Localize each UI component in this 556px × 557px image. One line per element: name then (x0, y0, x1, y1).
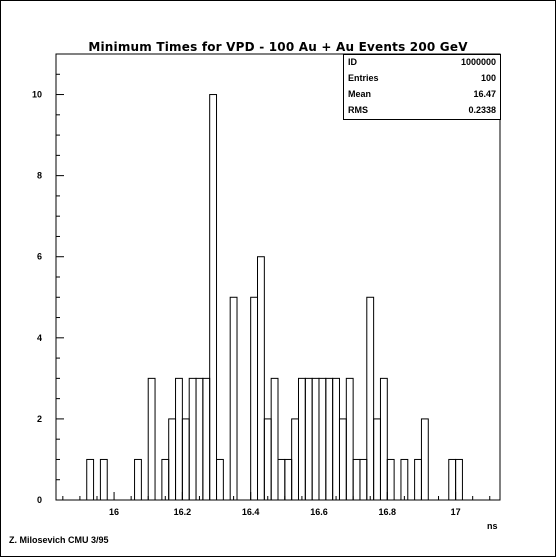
stats-value-entries: 100 (480, 73, 496, 83)
y-tick-label: 8 (37, 171, 42, 181)
y-tick-label: 0 (37, 495, 42, 505)
histogram-bar (420, 418, 429, 501)
histogram-bar (216, 458, 224, 501)
histogram-bar (147, 377, 156, 501)
histogram-bar (338, 418, 347, 501)
histogram-bar (386, 458, 395, 501)
histogram-bar (400, 458, 409, 501)
stats-row-rms: RMS 0.2338 (344, 103, 500, 119)
histogram-bar (229, 296, 238, 501)
stats-label-rms: RMS (348, 105, 368, 115)
histogram-bar (318, 377, 327, 501)
histogram-bar (134, 458, 142, 501)
stats-label-entries: Entries (348, 73, 379, 83)
stats-row-entries: Entries 100 (344, 71, 500, 87)
x-tick-label: 17 (451, 507, 461, 517)
x-tick-label: 16 (109, 507, 119, 517)
y-tick-label: 4 (37, 333, 42, 343)
histogram-bar (366, 296, 375, 501)
stats-row-mean: Mean 16.47 (344, 87, 500, 103)
histogram-bar (175, 377, 183, 501)
x-tick-label: 16.8 (379, 507, 397, 517)
x-tick-label: 16.4 (242, 507, 260, 517)
histogram-bar (161, 458, 170, 501)
histogram-bar (455, 458, 463, 501)
histogram-bar (304, 377, 313, 501)
histogram-bar (99, 458, 108, 501)
histogram-bar (332, 377, 340, 501)
stats-box: ID 1000000 Entries 100 Mean 16.47 RMS 0.… (343, 54, 501, 120)
histogram-bar (448, 458, 457, 501)
chart-title: Minimum Times for VPD - 100 Au + Au Even… (88, 40, 468, 54)
histogram-bar (325, 377, 334, 501)
histogram-bar (284, 458, 293, 501)
histogram-bar (188, 377, 197, 501)
x-axis-label: ns (487, 521, 498, 531)
stats-row-id: ID 1000000 (344, 55, 500, 71)
histogram-bar (379, 377, 388, 501)
histogram-bar (359, 458, 368, 501)
author-credit: Z. Milosevich CMU 3/95 (9, 535, 109, 545)
histogram-bar (270, 377, 279, 501)
histogram-bar (209, 94, 218, 501)
y-tick-label: 6 (37, 252, 42, 262)
histogram-bar (250, 296, 259, 501)
stats-value-id: 1000000 (460, 57, 496, 67)
y-tick-label: 2 (37, 414, 42, 424)
stats-value-rms: 0.2338 (468, 105, 496, 115)
histogram-bar (195, 377, 204, 501)
histogram-bar (257, 256, 265, 501)
histogram-bar (202, 377, 211, 501)
histogram-bar (168, 418, 177, 501)
histogram-bar (414, 458, 422, 501)
histogram-bar (291, 418, 299, 501)
histogram-bar (263, 418, 272, 501)
stats-label-mean: Mean (348, 89, 372, 99)
histogram-bar (86, 458, 95, 501)
x-tick-label: 16.6 (310, 507, 328, 517)
histogram-bar (352, 458, 361, 501)
stats-value-mean: 16.47 (473, 89, 496, 99)
histogram-bar (373, 418, 381, 501)
y-tick-label: 10 (32, 90, 42, 100)
histogram-bar (297, 377, 306, 501)
histogram-bar (277, 458, 286, 501)
histogram-bar (311, 377, 320, 501)
histogram-bar (181, 418, 190, 501)
stats-label-id: ID (348, 57, 357, 67)
histogram-bar (345, 377, 354, 501)
x-tick-label: 16.2 (174, 507, 192, 517)
